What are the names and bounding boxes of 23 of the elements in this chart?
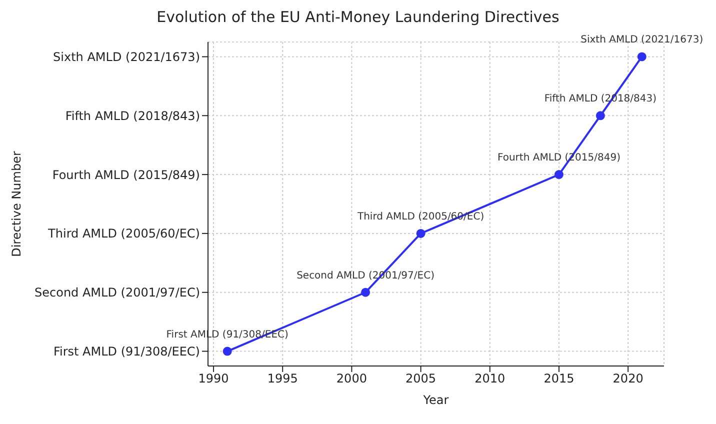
x-tick-label: 2000 <box>336 372 367 386</box>
chart-title: Evolution of the EU Anti-Money Laundering Directives <box>156 8 560 28</box>
x-axis-title: Year <box>422 393 449 407</box>
x-tick-label: 2020 <box>612 372 644 386</box>
point <box>222 346 232 356</box>
point <box>361 288 370 297</box>
x-tick-label: 1990 <box>198 372 229 386</box>
x-tick-label: 2015 <box>544 372 574 386</box>
y-axis-title: Directive Number <box>9 151 24 257</box>
y-tick-label: Fourth AMLD (2015/849) <box>52 168 200 182</box>
point <box>637 52 646 62</box>
x-tick-label: 2005 <box>406 372 436 386</box>
point <box>554 170 564 180</box>
y-tick-label: Fifth AMLD (2018/843) <box>65 108 200 123</box>
x-tick-label: 2010 <box>474 372 506 386</box>
annotation: Sixth AMLD (2021/1673) <box>580 34 704 46</box>
point <box>416 228 426 238</box>
y-tick-label: First AMLD (91/308/EEC) <box>53 344 200 359</box>
point <box>596 111 605 120</box>
y-tick-label: Second AMLD (2001/97/EC) <box>34 286 200 300</box>
y-tick-label: Third AMLD (2005/60/EC) <box>47 226 200 241</box>
x-tick-label: 1995 <box>267 372 298 386</box>
y-tick-label: Sixth AMLD (2021/1673) <box>53 50 200 64</box>
